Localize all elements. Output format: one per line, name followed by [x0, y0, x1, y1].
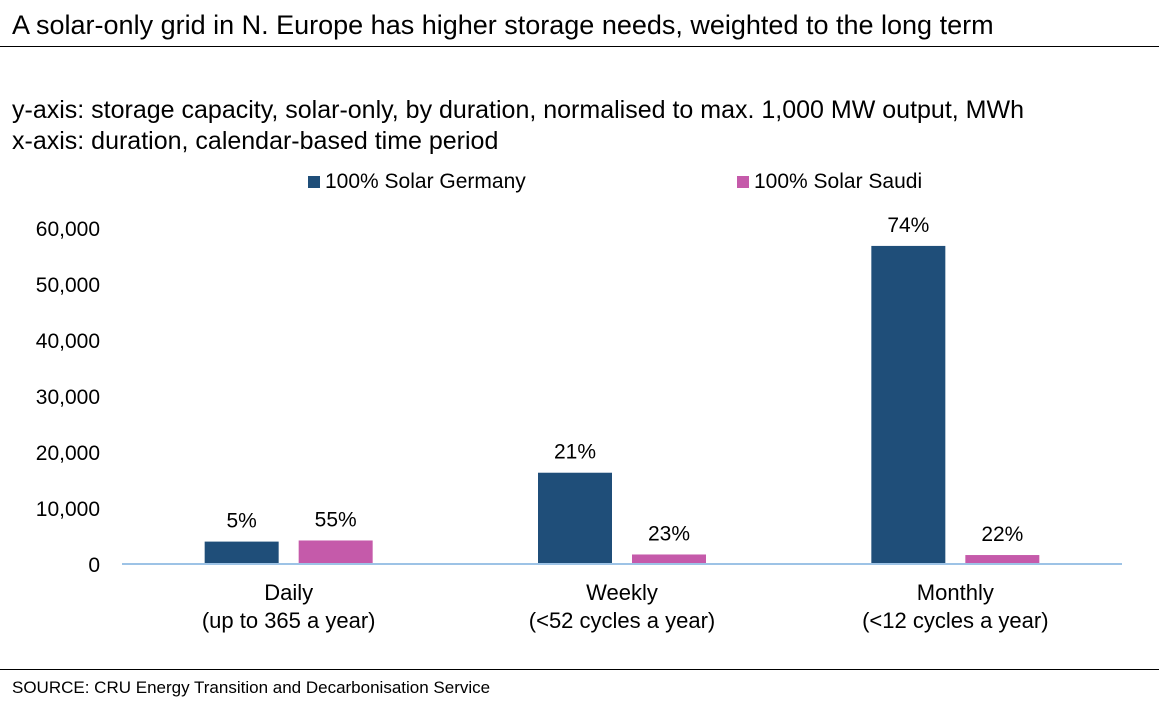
x-tick-label: (<12 cycles a year) [862, 608, 1048, 633]
x-tick-label: Weekly [586, 580, 658, 605]
title-divider [0, 46, 1159, 47]
legend-item-germany: 100% Solar Germany [308, 170, 526, 194]
bar-saudi [298, 540, 373, 564]
x-tick-label: (<52 cycles a year) [529, 608, 715, 633]
legend-swatch-germany [308, 176, 320, 188]
y-tick-label: 60,000 [36, 218, 100, 241]
data-label: 74% [887, 214, 929, 237]
footer-divider [0, 669, 1159, 670]
y-axis-description: y-axis: storage capacity, solar-only, by… [12, 96, 1024, 124]
data-label: 23% [648, 522, 690, 545]
bar-germany [871, 245, 946, 565]
x-tick-label: (up to 365 a year) [202, 608, 376, 633]
bar-saudi [632, 554, 706, 564]
data-label: 5% [226, 510, 256, 533]
y-tick-label: 40,000 [36, 330, 100, 353]
y-tick-label: 0 [88, 554, 100, 577]
y-tick-label: 10,000 [36, 498, 100, 521]
bar-germany [538, 472, 612, 564]
data-label: 22% [981, 523, 1023, 546]
y-tick-label: 50,000 [36, 274, 100, 297]
bar-germany [204, 541, 279, 564]
bar-saudi [965, 555, 1040, 564]
y-tick-label: 30,000 [36, 386, 100, 409]
y-tick-label: 20,000 [36, 442, 100, 465]
source-note: SOURCE: CRU Energy Transition and Decarb… [12, 678, 491, 697]
x-axis-description: x-axis: duration, calendar-based time pe… [12, 127, 499, 155]
x-tick-label: Daily [264, 580, 313, 605]
legend-swatch-saudi [737, 176, 749, 188]
legend-label-saudi: 100% Solar Saudi [754, 170, 923, 193]
data-label: 55% [315, 508, 357, 531]
x-tick-label: Monthly [917, 580, 994, 605]
legend-item-saudi: 100% Solar Saudi [737, 170, 922, 194]
data-label: 21% [554, 441, 596, 464]
chart-title: A solar-only grid in N. Europe has highe… [12, 10, 994, 40]
legend-label-germany: 100% Solar Germany [325, 170, 526, 193]
